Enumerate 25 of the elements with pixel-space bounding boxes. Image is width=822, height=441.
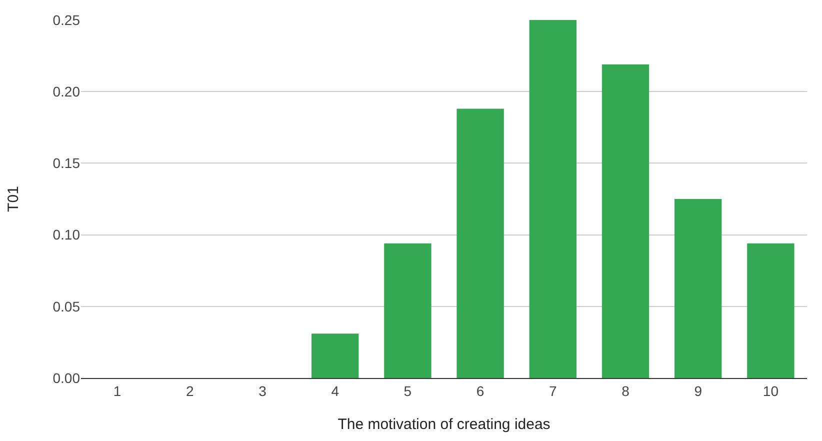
bar <box>747 243 794 378</box>
bar <box>384 243 432 378</box>
x-tick-label: 5 <box>404 382 412 399</box>
x-tick-label: 7 <box>549 382 557 399</box>
y-axis-title: T01 <box>5 186 22 212</box>
y-tick-label: 0.10 <box>52 226 80 243</box>
x-tick-label: 6 <box>476 382 484 399</box>
x-tick-label: 2 <box>186 382 194 399</box>
y-tick-label: 0.00 <box>52 370 80 386</box>
x-tick-label: 8 <box>622 382 630 399</box>
y-tick-label: 0.25 <box>52 12 80 28</box>
x-tick-label: 3 <box>258 382 267 399</box>
x-tick-label: 4 <box>331 382 340 399</box>
y-tick-label: 0.15 <box>52 155 80 172</box>
x-tick-label: 9 <box>694 382 702 399</box>
y-tick-label: 0.20 <box>52 84 80 100</box>
bar <box>529 20 576 378</box>
bar <box>312 334 359 378</box>
x-tick-label: 1 <box>113 382 122 399</box>
x-tick-label: 10 <box>762 382 779 399</box>
x-axis-title: The motivation of creating ideas <box>338 416 550 433</box>
bar <box>456 108 504 378</box>
bar <box>674 199 722 378</box>
bar <box>602 64 650 378</box>
y-tick-label: 0.05 <box>52 298 80 314</box>
